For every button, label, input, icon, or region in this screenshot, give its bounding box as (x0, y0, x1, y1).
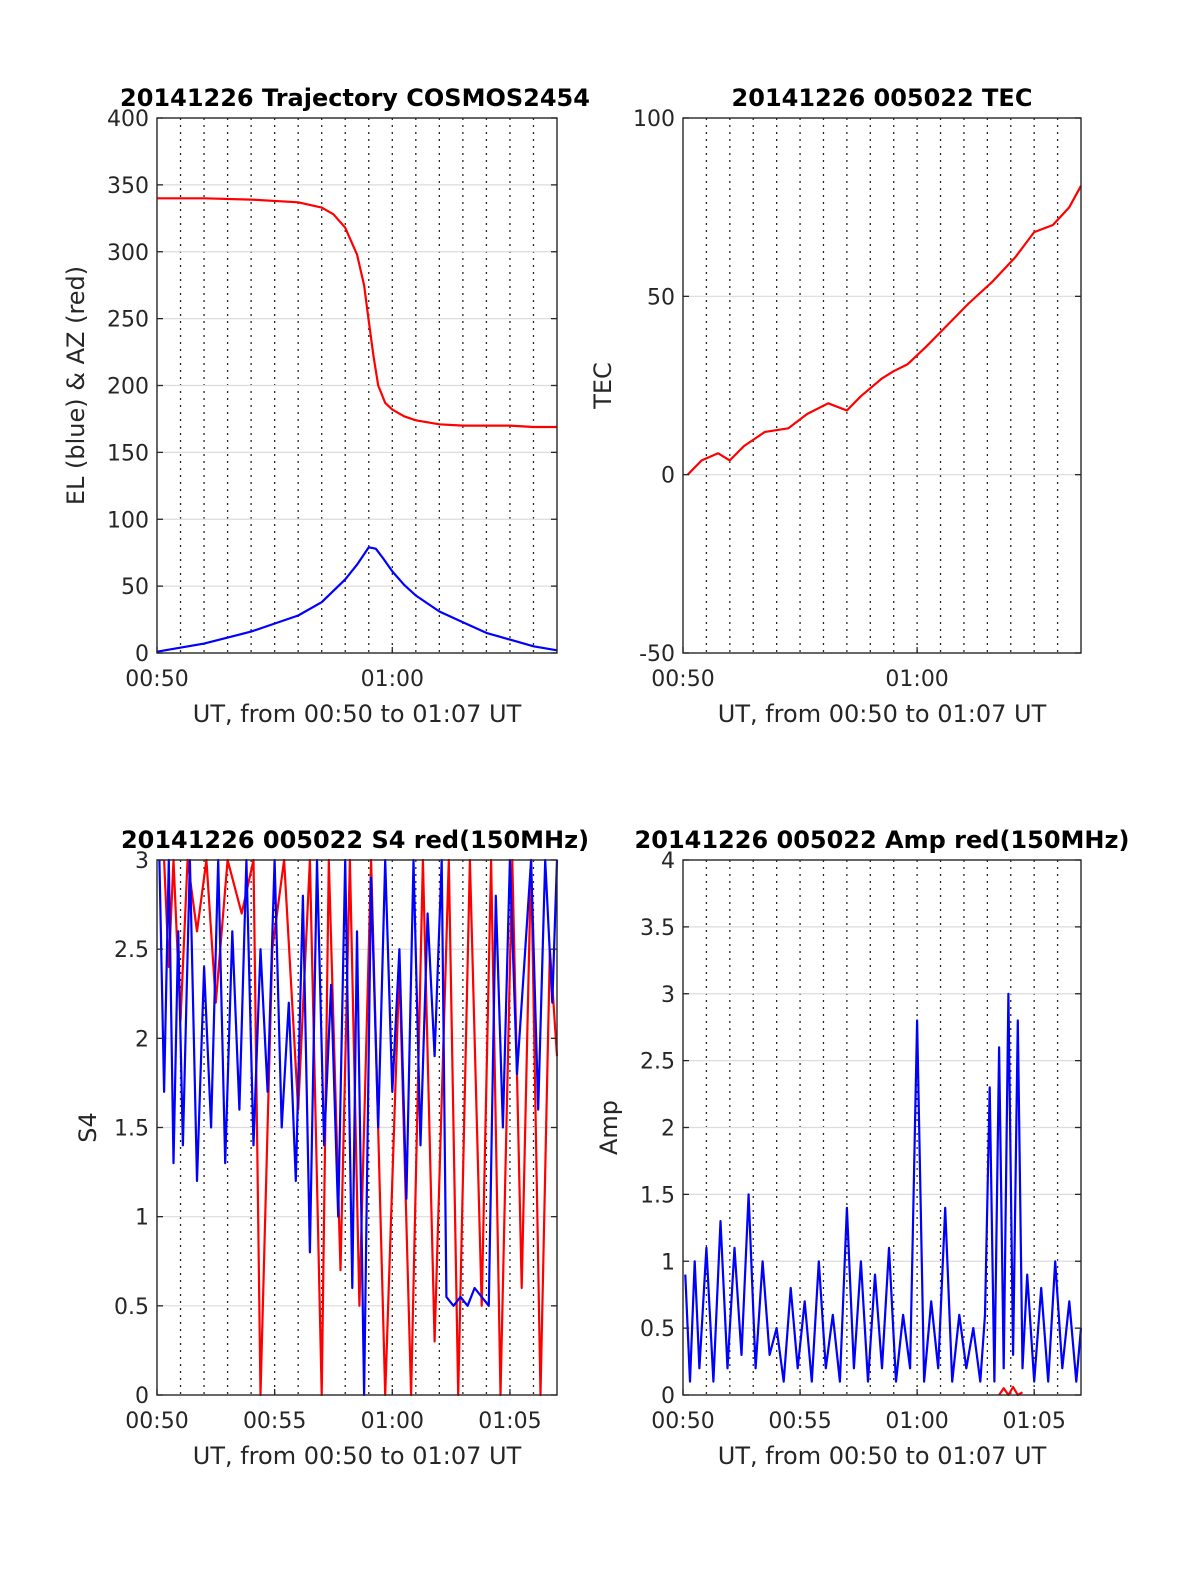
tec-y-label: TEC (589, 362, 617, 410)
trajectory-y-tick-label: 250 (107, 308, 149, 333)
s4-y-tick-label: 0 (135, 1384, 149, 1409)
s4-x-tick-label: 00:55 (243, 1409, 306, 1434)
amp-x-tick-label: 00:50 (651, 1409, 714, 1434)
s4-y-label: S4 (74, 1112, 102, 1143)
trajectory-x-label: UT, from 00:50 to 01:07 UT (193, 700, 522, 728)
trajectory-series-1 (156, 546, 558, 653)
trajectory-x-tick-label: 00:50 (125, 667, 188, 692)
s4-series-1 (158, 858, 559, 1397)
trajectory-series-0 (157, 197, 557, 429)
s4-y-tick-label: 2.5 (114, 938, 149, 963)
amp-y-tick-label: 1 (661, 1250, 675, 1275)
s4-plot: 0 0.5 1 1.5 2 2.5 3 00:50 00:55 01:00 01:05 2014122… (74, 826, 589, 1470)
amp-y-tick-label: 0 (661, 1384, 675, 1409)
trajectory-plot: 0 50 100 150 200 250 300 350 400 00:50 01:00 201412… (62, 84, 590, 728)
tec-x-label: UT, from 00:50 to 01:07 UT (718, 700, 1047, 728)
s4-x-tick-label: 01:05 (478, 1409, 541, 1434)
trajectory-y-tick-label: 50 (121, 575, 149, 600)
trajectory-y-tick-label: 200 (107, 375, 149, 400)
trajectory-y-tick-label: 300 (107, 241, 149, 266)
amp-x-tick-label: 00:55 (768, 1409, 831, 1434)
tec-series-0 (686, 185, 1082, 476)
tec-axes-bg (683, 118, 1081, 653)
amp-y-tick-label: 2 (661, 1117, 675, 1142)
tec-plot: -50 0 50 100 00:50 01:00 20141226 005022 TEC UT… (589, 84, 1082, 728)
s4-x-tick-label: 01:00 (361, 1409, 424, 1434)
amp-y-tick-label: 0.5 (640, 1317, 675, 1342)
amp-y-tick-label: 4 (661, 849, 675, 874)
s4-x-label: UT, from 00:50 to 01:07 UT (193, 1442, 522, 1470)
amp-title: 20141226 005022 Amp red(150MHz) (635, 826, 1130, 854)
amp-x-label: UT, from 00:50 to 01:07 UT (718, 1442, 1047, 1470)
trajectory-y-tick-label: 0 (135, 642, 149, 667)
tec-axes-frame (682, 117, 1082, 654)
tec-y-tick-label: 0 (661, 464, 675, 489)
tec-y-tick-label: -50 (639, 642, 675, 667)
tec-y-tick-label: 100 (633, 107, 675, 132)
s4-y-tick-label: 2 (135, 1027, 149, 1052)
amp-y-tick-label: 3.5 (640, 916, 675, 941)
amp-x-tick-label: 01:00 (885, 1409, 948, 1434)
s4-y-tick-label: 1.5 (114, 1117, 149, 1142)
amp-y-tick-label: 3 (661, 983, 675, 1008)
amp-x-tick-label: 01:05 (1002, 1409, 1065, 1434)
trajectory-y-tick-label: 400 (107, 107, 149, 132)
s4-y-tick-label: 0.5 (114, 1295, 149, 1320)
s4-x-tick-label: 00:50 (125, 1409, 188, 1434)
s4-y-tick-label: 3 (135, 849, 149, 874)
s4-y-tick-label: 1 (135, 1206, 149, 1231)
amp-plot: 0 0.5 1 1.5 2 2.5 3 3.5 4 00:50 00:55 01:00 01:05 201… (595, 826, 1129, 1470)
trajectory-title: 20141226 Trajectory COSMOS2454 (120, 84, 590, 112)
tec-y-tick-label: 50 (647, 285, 675, 310)
tec-x-tick-label: 01:00 (885, 667, 948, 692)
amp-y-tick-label: 2.5 (640, 1050, 675, 1075)
trajectory-y-label: EL (blue) & AZ (red) (62, 266, 90, 505)
trajectory-y-tick-label: 350 (107, 174, 149, 199)
amp-series-0 (684, 992, 1083, 1383)
tec-title: 20141226 005022 TEC (732, 84, 1033, 112)
amp-y-tick-label: 1.5 (640, 1183, 675, 1208)
trajectory-x-tick-label: 01:00 (361, 667, 424, 692)
amp-y-label: Amp (595, 1100, 623, 1155)
trajectory-y-tick-label: 100 (107, 508, 149, 533)
s4-title: 20141226 005022 S4 red(150MHz) (121, 826, 589, 854)
tec-x-tick-label: 00:50 (651, 667, 714, 692)
trajectory-y-tick-label: 150 (107, 441, 149, 466)
